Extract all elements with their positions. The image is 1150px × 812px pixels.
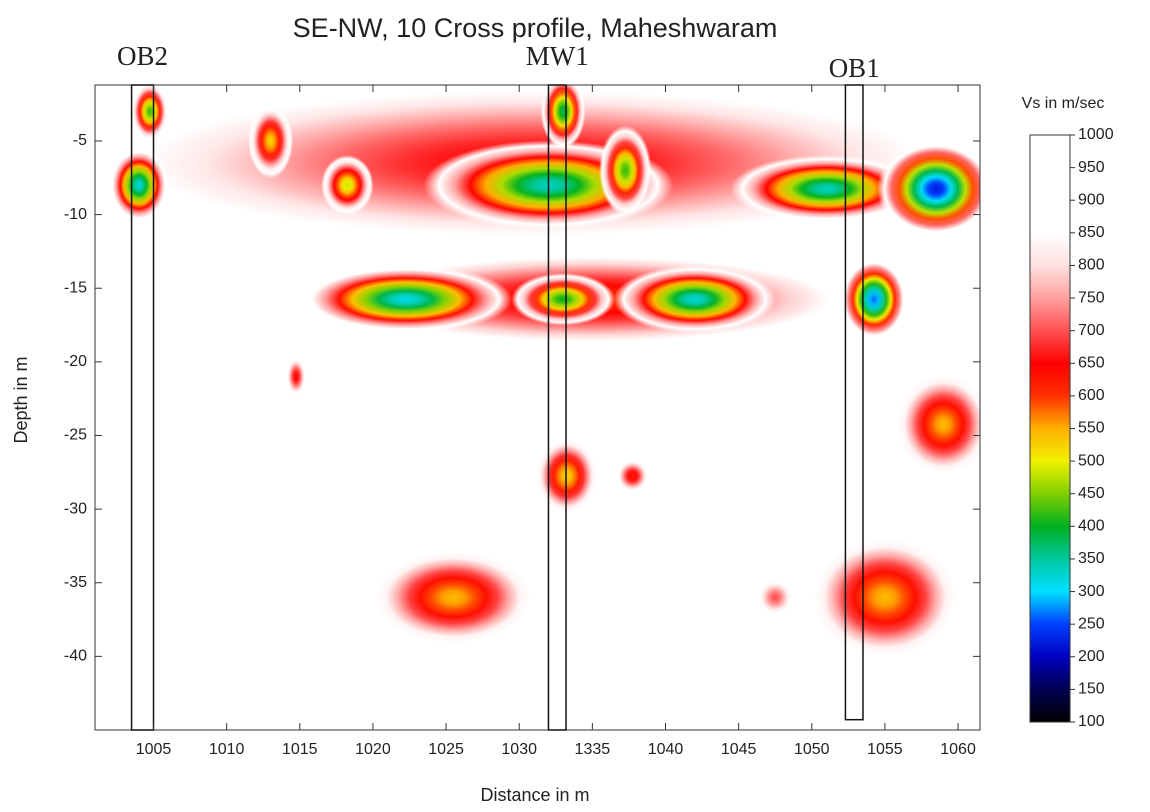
velocity-anomaly bbox=[891, 368, 980, 481]
colorbar-tick-label: 350 bbox=[1078, 550, 1105, 567]
borehole-label: OB1 bbox=[829, 53, 880, 83]
borehole bbox=[130, 84, 155, 731]
borehole-label: OB2 bbox=[117, 41, 168, 71]
y-tick-label: -30 bbox=[64, 500, 87, 517]
colorbar-tick-label: 600 bbox=[1078, 387, 1105, 404]
colorbar-tick-label: 200 bbox=[1078, 648, 1105, 665]
velocity-anomaly bbox=[540, 85, 586, 149]
colorbar-tick-label: 500 bbox=[1078, 452, 1105, 469]
borehole bbox=[547, 84, 567, 731]
velocity-anomaly bbox=[840, 258, 908, 341]
velocity-anomaly bbox=[598, 125, 652, 216]
colorbar-tick-label: 550 bbox=[1078, 420, 1105, 437]
colorbar-title: Vs in m/sec bbox=[1022, 95, 1105, 112]
colorbar bbox=[1029, 134, 1071, 723]
colorbar-tick-label: 150 bbox=[1078, 681, 1105, 698]
x-tick-label: 1055 bbox=[867, 741, 903, 758]
velocity-anomaly bbox=[130, 85, 169, 142]
x-tick-label: 1030 bbox=[501, 741, 537, 758]
velocity-anomaly bbox=[876, 140, 980, 238]
colorbar-tick-label: 450 bbox=[1078, 485, 1105, 502]
velocity-anomaly bbox=[803, 530, 967, 665]
plot-frame bbox=[94, 84, 981, 731]
x-tick-label: 1050 bbox=[794, 741, 830, 758]
x-tick-label: 1060 bbox=[940, 741, 976, 758]
velocity-anomaly bbox=[364, 545, 542, 650]
x-axis-label: Distance in m bbox=[480, 785, 589, 805]
y-tick-label: -40 bbox=[64, 648, 87, 665]
chart-title: SE-NW, 10 Cross profile, Maheshwaram bbox=[293, 13, 778, 43]
colorbar-tick-label: 850 bbox=[1078, 224, 1105, 241]
velocity-anomaly bbox=[247, 103, 294, 179]
colorbar-tick-label: 400 bbox=[1078, 518, 1105, 535]
borehole-label: MW1 bbox=[526, 41, 589, 71]
velocity-anomaly bbox=[613, 456, 652, 496]
y-tick-label: -35 bbox=[64, 574, 87, 591]
x-tick-label: 1010 bbox=[209, 741, 245, 758]
y-tick-label: -15 bbox=[64, 279, 87, 296]
velocity-anomaly bbox=[730, 155, 923, 223]
colorbar-tick-label: 650 bbox=[1078, 354, 1105, 371]
y-axis-label: Depth in m bbox=[11, 356, 31, 443]
velocity-anomaly bbox=[108, 147, 169, 223]
colorbar-tick-label: 100 bbox=[1078, 713, 1105, 730]
borehole bbox=[844, 84, 864, 721]
velocity-anomaly bbox=[299, 265, 513, 334]
colorbar-tick-label: 700 bbox=[1078, 322, 1105, 339]
colorbar-tick-label: 900 bbox=[1078, 191, 1105, 208]
colorbar-tick-label: 950 bbox=[1078, 159, 1105, 176]
y-tick-label: -20 bbox=[64, 353, 87, 370]
y-tick-label: -25 bbox=[64, 427, 87, 444]
x-tick-label: 1335 bbox=[575, 741, 611, 758]
y-tick-label: -10 bbox=[64, 206, 87, 223]
velocity-anomaly bbox=[321, 155, 374, 216]
colorbar-tick-label: 1000 bbox=[1078, 126, 1114, 143]
x-tick-label: 1025 bbox=[428, 741, 464, 758]
x-tick-label: 1020 bbox=[355, 741, 391, 758]
velocity-anomaly bbox=[511, 272, 615, 326]
colorbar-tick-label: 800 bbox=[1078, 257, 1105, 274]
x-tick-label: 1005 bbox=[136, 741, 172, 758]
y-tick-label: -5 bbox=[73, 132, 87, 149]
x-tick-label: 1040 bbox=[648, 741, 684, 758]
velocity-anomaly bbox=[284, 353, 308, 400]
colorbar-tick-label: 300 bbox=[1078, 583, 1105, 600]
velocity-anomaly bbox=[613, 265, 776, 334]
contour-field bbox=[95, 85, 980, 665]
x-tick-label: 1015 bbox=[282, 741, 318, 758]
colorbar-tick-label: 250 bbox=[1078, 615, 1105, 632]
x-tick-label: 1045 bbox=[721, 741, 757, 758]
colorbar-tick-label: 750 bbox=[1078, 289, 1105, 306]
velocity-anomaly bbox=[752, 574, 798, 621]
